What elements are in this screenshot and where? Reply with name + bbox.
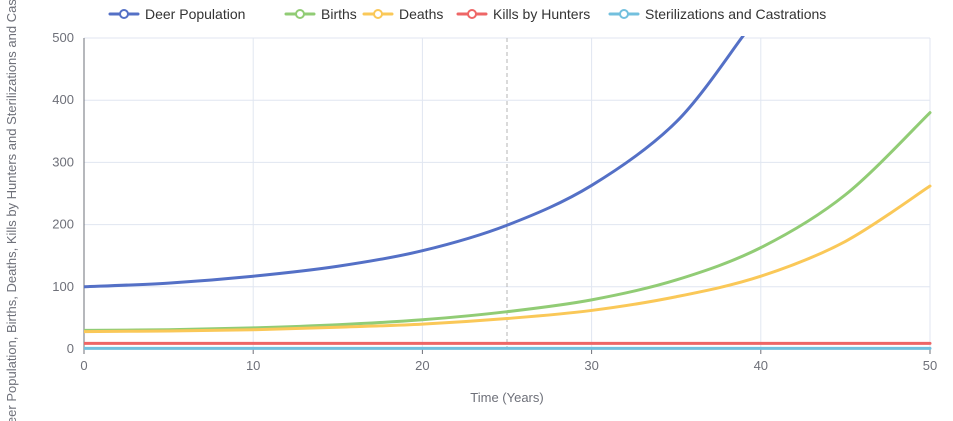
legend-item[interactable]: Births [284, 6, 357, 22]
legend-item[interactable]: Sterilizations and Castrations [608, 6, 826, 22]
legend-item[interactable]: Kills by Hunters [456, 6, 590, 22]
x-tick-label: 10 [246, 358, 260, 373]
legend-item[interactable]: Deaths [362, 6, 443, 22]
x-tick-label: 30 [584, 358, 598, 373]
y-tick-label: 200 [52, 217, 74, 232]
x-tick-label: 0 [80, 358, 87, 373]
legend[interactable]: Deer Population Births Deaths Kills by Hunt… [108, 6, 826, 22]
legend-label: Births [321, 6, 357, 22]
legend-label: Kills by Hunters [493, 6, 590, 22]
series-line-deer-population [84, 36, 745, 289]
y-tick-label: 500 [52, 30, 74, 45]
series [84, 36, 932, 350]
axes: 0 100 200 300 400 500 0 10 20 30 40 50 [52, 30, 937, 373]
legend-label: Deer Population [145, 6, 245, 22]
series-line-deaths [84, 184, 932, 334]
legend-marker [295, 9, 305, 19]
y-tick-label: 400 [52, 92, 74, 107]
legend-marker [467, 9, 477, 19]
legend-marker [619, 9, 629, 19]
legend-label: Deaths [399, 6, 443, 22]
legend-label: Sterilizations and Castrations [645, 6, 826, 22]
legend-marker [373, 9, 383, 19]
y-tick-label: 100 [52, 279, 74, 294]
series-line-births [84, 111, 932, 332]
x-axis-title: Time (Years) [470, 390, 543, 405]
y-tick-label: 300 [52, 154, 74, 169]
x-tick-label: 40 [754, 358, 768, 373]
legend-item[interactable]: Deer Population [108, 6, 245, 22]
legend-marker [119, 9, 129, 19]
y-tick-label: 0 [67, 341, 74, 356]
y-axis-title: Deer Population, Births, Deaths, Kills b… [4, 0, 19, 421]
x-tick-label: 20 [415, 358, 429, 373]
x-tick-label: 50 [923, 358, 937, 373]
